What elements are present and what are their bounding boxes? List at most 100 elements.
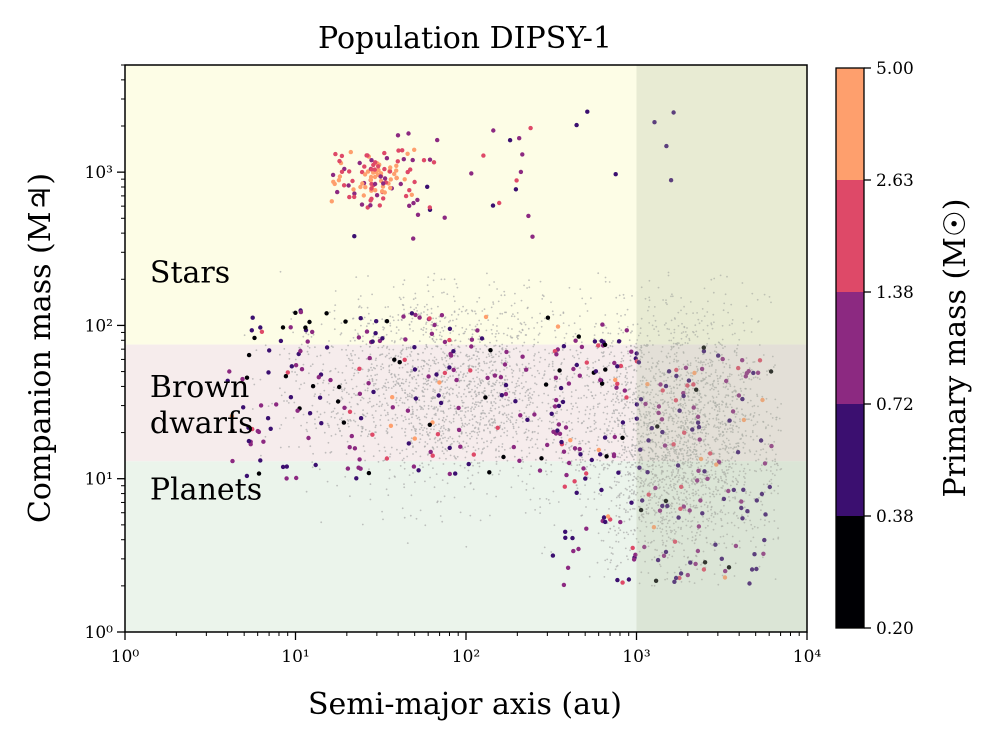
background-point	[490, 352, 492, 354]
background-point	[388, 477, 391, 480]
background-point	[667, 493, 670, 495]
background-point	[688, 388, 691, 391]
background-point	[593, 491, 596, 494]
background-point	[697, 382, 699, 385]
detected-point	[328, 377, 333, 383]
background-point	[680, 581, 683, 583]
background-point	[453, 440, 455, 443]
detected-point	[442, 339, 448, 345]
background-point	[460, 432, 463, 435]
background-point	[662, 411, 664, 414]
detected-point	[369, 186, 374, 191]
background-point	[518, 384, 520, 387]
background-point	[565, 421, 568, 424]
detected-point	[620, 420, 626, 425]
background-point	[428, 370, 430, 372]
background-point	[629, 473, 632, 476]
background-point	[665, 322, 667, 324]
background-point	[443, 495, 446, 498]
background-point	[445, 418, 447, 421]
detected-point	[352, 194, 357, 200]
background-point	[525, 334, 528, 336]
background-point	[682, 475, 685, 477]
background-point	[490, 410, 493, 412]
background-point	[620, 315, 622, 317]
background-point	[465, 395, 467, 398]
background-point	[554, 389, 556, 391]
background-point	[348, 393, 350, 395]
background-point	[729, 403, 732, 406]
background-point	[678, 434, 681, 437]
background-point	[397, 404, 400, 407]
background-point	[766, 374, 768, 376]
background-point	[757, 458, 760, 461]
background-point	[366, 387, 369, 390]
background-point	[497, 300, 500, 303]
background-point	[632, 323, 635, 326]
background-point	[677, 469, 680, 472]
background-point	[645, 411, 648, 413]
background-point	[425, 328, 428, 330]
detected-point	[487, 470, 492, 475]
background-point	[620, 329, 623, 331]
background-point	[606, 366, 609, 368]
background-point	[619, 372, 622, 375]
background-point	[614, 409, 617, 411]
background-point	[356, 403, 359, 405]
background-point	[477, 391, 480, 394]
detected-point	[762, 461, 768, 466]
background-point	[614, 421, 617, 423]
background-point	[677, 416, 680, 419]
background-point	[726, 406, 729, 409]
background-point	[347, 422, 349, 425]
background-point	[519, 392, 521, 395]
background-point	[543, 370, 546, 372]
background-point	[528, 279, 530, 282]
background-point	[661, 528, 664, 531]
background-point	[475, 394, 478, 397]
background-point	[638, 459, 641, 462]
background-point	[645, 379, 648, 382]
background-point	[626, 435, 629, 438]
background-point	[603, 576, 606, 578]
background-point	[330, 435, 333, 437]
background-point	[685, 392, 688, 395]
background-point	[508, 396, 510, 399]
background-point	[563, 358, 566, 361]
background-point	[670, 345, 673, 348]
background-point	[617, 463, 620, 466]
background-point	[392, 348, 395, 351]
background-point	[422, 466, 424, 468]
background-point	[721, 459, 724, 461]
background-point	[414, 387, 416, 390]
background-point	[475, 350, 477, 352]
background-point	[698, 347, 701, 350]
background-point	[626, 325, 629, 328]
background-point	[501, 359, 503, 362]
background-point	[699, 534, 701, 536]
background-point	[598, 359, 600, 361]
background-point	[423, 415, 426, 418]
background-point	[503, 448, 506, 451]
background-point	[571, 355, 574, 357]
background-point	[731, 543, 734, 545]
background-point	[648, 490, 651, 493]
detected-point	[630, 545, 635, 551]
background-point	[378, 405, 381, 408]
background-point	[483, 362, 486, 365]
background-point	[685, 374, 688, 377]
background-point	[598, 492, 600, 495]
background-point	[679, 436, 682, 439]
background-point	[366, 306, 369, 309]
background-point	[687, 372, 690, 375]
background-point	[486, 440, 488, 443]
detected-point	[373, 331, 378, 336]
background-point	[564, 342, 567, 344]
detected-point	[629, 500, 634, 505]
background-point	[506, 434, 508, 437]
background-point	[424, 441, 427, 443]
background-point	[476, 462, 479, 465]
background-point	[511, 342, 513, 344]
detected-point	[662, 443, 668, 448]
detected-point	[268, 426, 273, 431]
